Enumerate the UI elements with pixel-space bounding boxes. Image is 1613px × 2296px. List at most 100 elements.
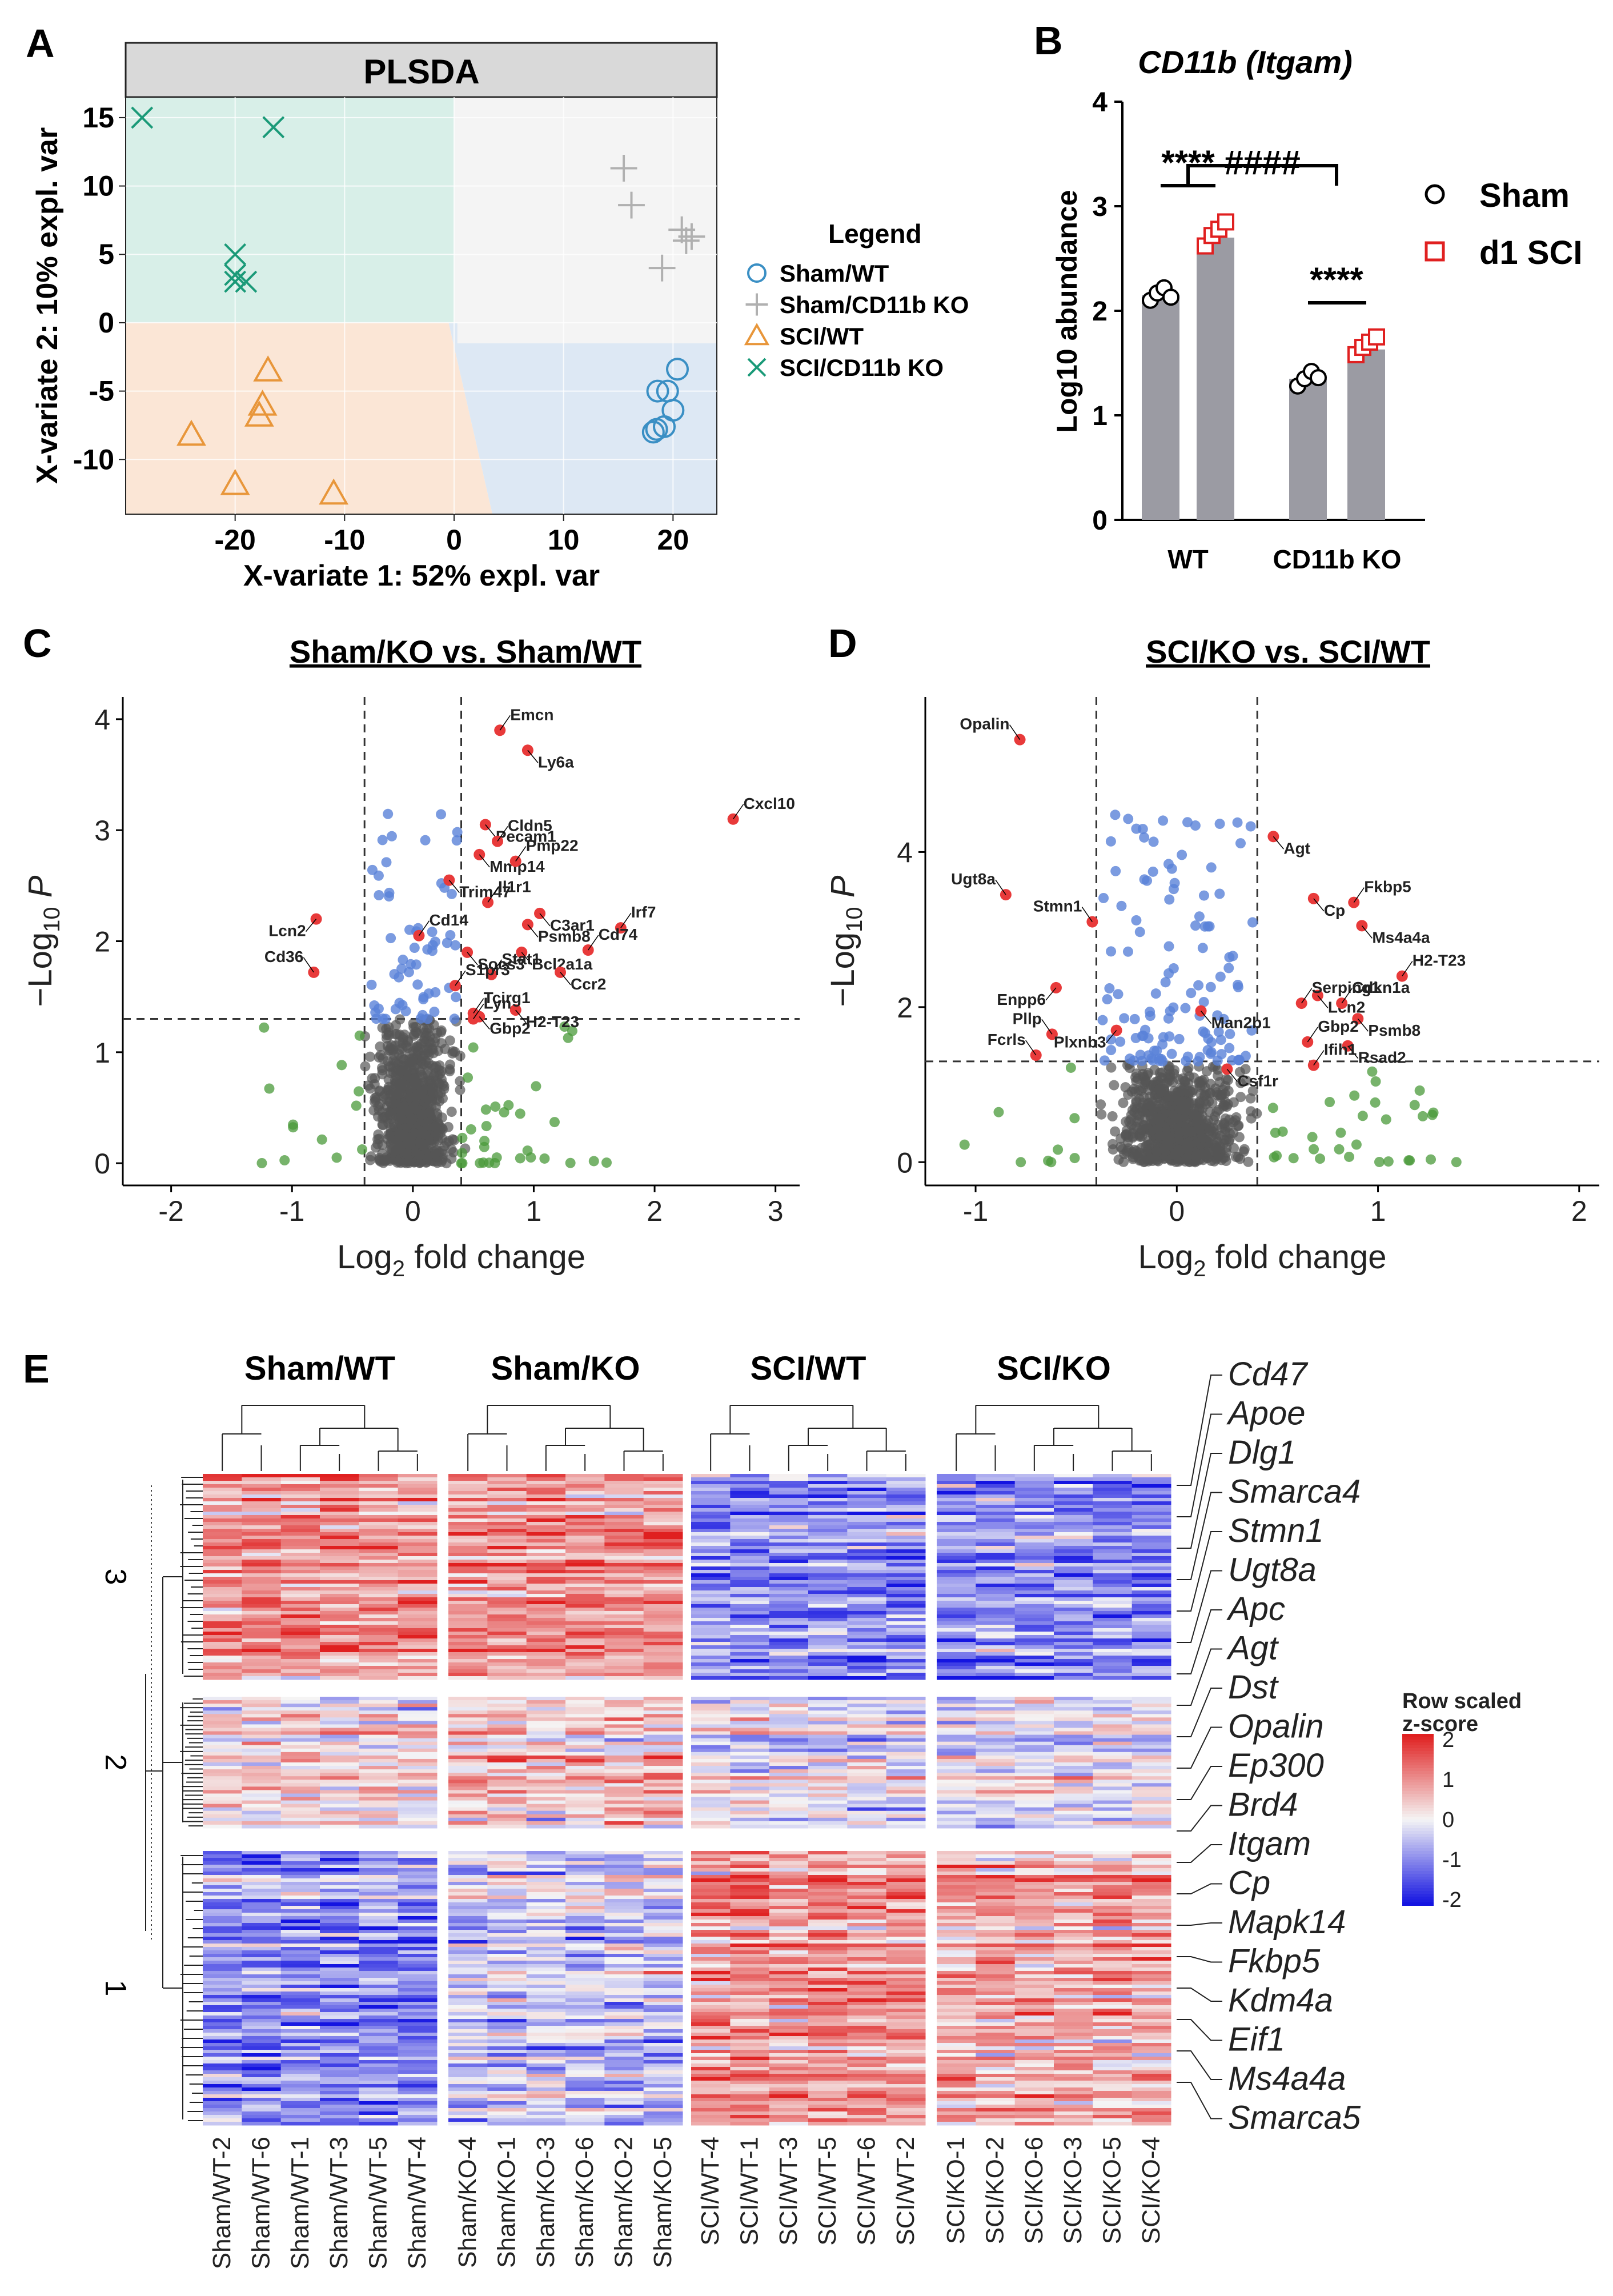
heatmap-cell <box>808 1652 848 1656</box>
heatmap-cell <box>1054 1580 1093 1584</box>
heatmap-cell <box>847 1566 887 1570</box>
heatmap-cell <box>808 1477 848 1481</box>
heatmap-cell <box>937 1745 976 1749</box>
heatmap-cell <box>976 1861 1016 1865</box>
heatmap-cell <box>203 1625 242 1629</box>
heatmap-cell <box>769 1635 809 1639</box>
heatmap-cell <box>280 1814 320 1818</box>
heatmap-cell <box>242 1501 282 1505</box>
heatmap-cell <box>398 1604 438 1608</box>
heatmap-cell <box>359 1590 399 1594</box>
heatmap-cell <box>604 1491 644 1495</box>
point-not-significant <box>1225 1128 1235 1139</box>
heatmap-cell <box>320 1721 359 1725</box>
point-significant <box>1123 814 1134 824</box>
heatmap-cell <box>808 1865 848 1869</box>
heatmap-cell <box>769 1542 809 1546</box>
heatmap-cell <box>280 1821 320 1825</box>
heatmap-cell <box>691 1758 731 1763</box>
heatmap-cell <box>242 1896 282 1900</box>
heatmap-cell <box>398 1597 438 1601</box>
heatmap-cell <box>1014 1676 1054 1680</box>
heatmap-cell <box>730 1645 770 1649</box>
heatmap-cell <box>448 1505 488 1509</box>
heatmap-cell <box>808 1889 848 1893</box>
heatmap-cell <box>1131 1491 1171 1495</box>
heatmap-cell <box>643 1748 683 1753</box>
heatmap-cell <box>886 1529 926 1533</box>
heatmap-cell <box>242 1652 282 1656</box>
heatmap-cell <box>976 1780 1016 1784</box>
heatmap-cell <box>604 1573 644 1577</box>
heatmap-cell <box>203 1501 242 1505</box>
heatmap-cell <box>886 1498 926 1502</box>
heatmap-cell <box>359 1814 399 1818</box>
heatmap-cell <box>526 1632 566 1636</box>
heatmap-cell <box>203 1518 242 1522</box>
heatmap-cell <box>604 1721 644 1725</box>
point-not-significant <box>438 1079 448 1089</box>
point-not-significant <box>430 1148 441 1159</box>
heatmap-cell <box>1054 1882 1093 1886</box>
heatmap-cell <box>1093 1532 1133 1536</box>
heatmap-cell <box>691 1525 731 1529</box>
heatmap-cell <box>937 1614 976 1618</box>
heatmap-cell <box>526 1769 566 1773</box>
heatmap-cell <box>808 1536 848 1540</box>
heatmap-cell <box>1054 1566 1093 1570</box>
gene-label-connector <box>485 824 496 838</box>
heatmap-cell <box>847 1563 887 1567</box>
heatmap-cell <box>398 1717 438 1721</box>
heatmap-cell <box>976 1505 1016 1509</box>
heatmap-cell <box>280 1597 320 1601</box>
heatmap-cell <box>937 1587 976 1591</box>
heatmap-cell <box>1093 1477 1133 1481</box>
heatmap-cell <box>1131 1755 1171 1760</box>
heatmap-cell <box>730 1783 770 1787</box>
heatmap-cell <box>487 1573 527 1577</box>
heatmap-cell <box>526 1501 566 1505</box>
heatmap-cell <box>1131 1673 1171 1677</box>
heatmap-cell <box>643 1608 683 1612</box>
heatmap-cell <box>280 1810 320 1815</box>
heatmap-cell <box>398 1522 438 1526</box>
heatmap-cell <box>886 1560 926 1564</box>
heatmap-cell <box>808 1676 848 1680</box>
heatmap-cell <box>808 1666 848 1670</box>
point-not-significant <box>1167 1076 1178 1087</box>
heatmap-cell <box>280 1529 320 1533</box>
heatmap-cell <box>643 1717 683 1721</box>
heatmap-cell <box>976 1656 1016 1660</box>
heatmap-cell <box>1093 1766 1133 1770</box>
heatmap-cell <box>320 1752 359 1756</box>
heatmap-cell <box>643 1783 683 1787</box>
heatmap-cell <box>1054 1817 1093 1822</box>
heatmap-cell <box>359 1704 399 1708</box>
heatmap-cell <box>643 1780 683 1784</box>
point-significant <box>1102 994 1113 1005</box>
heatmap-cell <box>359 1741 399 1746</box>
heatmap-cell <box>1093 1669 1133 1673</box>
heatmap-cell <box>1014 1621 1054 1625</box>
point-significant <box>400 1005 411 1016</box>
heatmap-cell <box>280 1645 320 1649</box>
bar-legend: Sham d1 SCI <box>1425 177 1583 271</box>
heatmap-cell <box>203 1536 242 1540</box>
heatmap-cell <box>203 1766 242 1770</box>
heatmap-cell <box>487 1697 527 1701</box>
heatmap-cell <box>604 1539 644 1543</box>
heatmap-cell <box>886 1573 926 1577</box>
heatmap-cell <box>565 1824 605 1829</box>
heatmap-cell <box>643 1577 683 1581</box>
heatmap-cell <box>1131 1807 1171 1812</box>
heatmap-cell <box>937 1821 976 1825</box>
heatmap-cell <box>730 1666 770 1670</box>
heatmap-cell <box>320 1717 359 1721</box>
heatmap-cell <box>691 1882 731 1886</box>
heatmap-cell <box>643 1560 683 1564</box>
heatmap-cell <box>526 1780 566 1784</box>
heatmap-cell <box>203 1553 242 1557</box>
heatmap-cell <box>280 1577 320 1581</box>
heatmap-cell <box>280 1896 320 1900</box>
point-not-significant <box>427 1087 438 1097</box>
